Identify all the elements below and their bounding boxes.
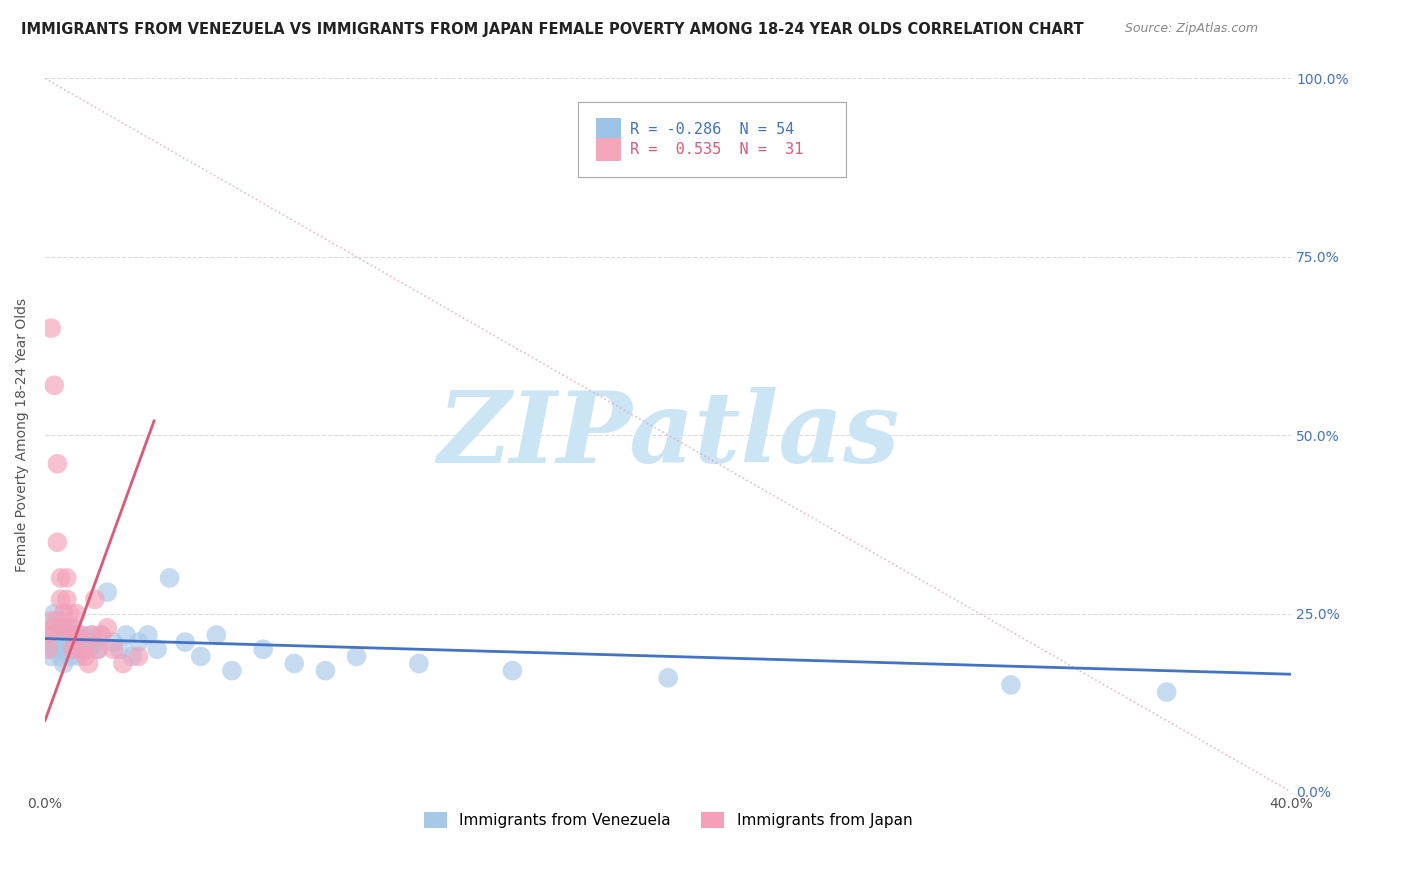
Point [146, 642, 169, 657]
Point [115, 628, 138, 642]
Point [1000, 678, 1022, 692]
Point [39, 621, 62, 635]
Point [96, 585, 118, 599]
Point [37, 628, 59, 642]
Point [72, 628, 94, 642]
FancyBboxPatch shape [578, 102, 846, 177]
Point [75, 649, 97, 664]
Point [283, 657, 305, 671]
Point [59, 607, 82, 621]
Point [80, 628, 103, 642]
Point [44, 607, 66, 621]
Point [52, 607, 75, 621]
Point [121, 649, 143, 664]
Point [39, 649, 62, 664]
Point [657, 671, 679, 685]
Point [39, 321, 62, 335]
Point [83, 635, 105, 649]
Point [1156, 685, 1178, 699]
Point [44, 628, 66, 642]
Point [108, 642, 131, 657]
Point [52, 642, 75, 657]
Text: IMMIGRANTS FROM VENEZUELA VS IMMIGRANTS FROM JAPAN FEMALE POVERTY AMONG 18-24 YE: IMMIGRANTS FROM VENEZUELA VS IMMIGRANTS … [21, 22, 1084, 37]
Point [44, 642, 66, 657]
Point [52, 628, 75, 642]
Point [46, 457, 69, 471]
Point [111, 657, 134, 671]
Point [159, 571, 181, 585]
Point [252, 642, 274, 657]
Point [501, 664, 523, 678]
Point [55, 571, 77, 585]
Point [80, 628, 103, 642]
Point [346, 649, 368, 664]
Point [46, 614, 69, 628]
Point [49, 649, 72, 664]
Point [46, 642, 69, 657]
Point [37, 642, 59, 657]
Point [127, 649, 149, 664]
Point [72, 642, 94, 657]
Text: R = -0.286  N = 54: R = -0.286 N = 54 [630, 121, 794, 136]
Point [59, 628, 82, 642]
Point [39, 614, 62, 628]
Point [59, 649, 82, 664]
Point [49, 592, 72, 607]
Point [55, 621, 77, 635]
Point [62, 635, 84, 649]
Point [55, 635, 77, 649]
Point [90, 628, 112, 642]
Point [62, 642, 84, 657]
Point [190, 649, 212, 664]
Point [46, 635, 69, 649]
Point [44, 621, 66, 635]
Point [55, 592, 77, 607]
Point [408, 657, 430, 671]
Point [62, 628, 84, 642]
Text: Source: ZipAtlas.com: Source: ZipAtlas.com [1125, 22, 1258, 36]
Point [77, 657, 100, 671]
Y-axis label: Female Poverty Among 18-24 Year Olds: Female Poverty Among 18-24 Year Olds [15, 298, 30, 573]
Point [49, 628, 72, 642]
Point [103, 635, 125, 649]
Point [67, 628, 90, 642]
FancyBboxPatch shape [596, 138, 621, 161]
Point [83, 592, 105, 607]
Point [87, 642, 110, 657]
Point [62, 621, 84, 635]
Point [55, 642, 77, 657]
Legend: Immigrants from Venezuela, Immigrants from Japan: Immigrants from Venezuela, Immigrants fr… [418, 806, 918, 834]
Point [75, 635, 97, 649]
Point [314, 664, 336, 678]
Point [96, 621, 118, 635]
Point [52, 621, 75, 635]
Point [221, 664, 243, 678]
Point [103, 642, 125, 657]
Point [127, 635, 149, 649]
Text: ZIPatlas: ZIPatlas [437, 387, 900, 483]
Point [77, 642, 100, 657]
Point [46, 535, 69, 549]
Point [49, 621, 72, 635]
Point [65, 628, 87, 642]
Point [90, 628, 112, 642]
Point [44, 378, 66, 392]
Point [59, 621, 82, 635]
Point [87, 642, 110, 657]
Point [174, 635, 197, 649]
Point [65, 642, 87, 657]
Point [37, 635, 59, 649]
Point [67, 649, 90, 664]
Point [52, 657, 75, 671]
Point [136, 628, 159, 642]
Point [65, 607, 87, 621]
Point [205, 628, 228, 642]
Text: R =  0.535  N =  31: R = 0.535 N = 31 [630, 143, 803, 157]
FancyBboxPatch shape [596, 118, 621, 141]
Point [49, 571, 72, 585]
